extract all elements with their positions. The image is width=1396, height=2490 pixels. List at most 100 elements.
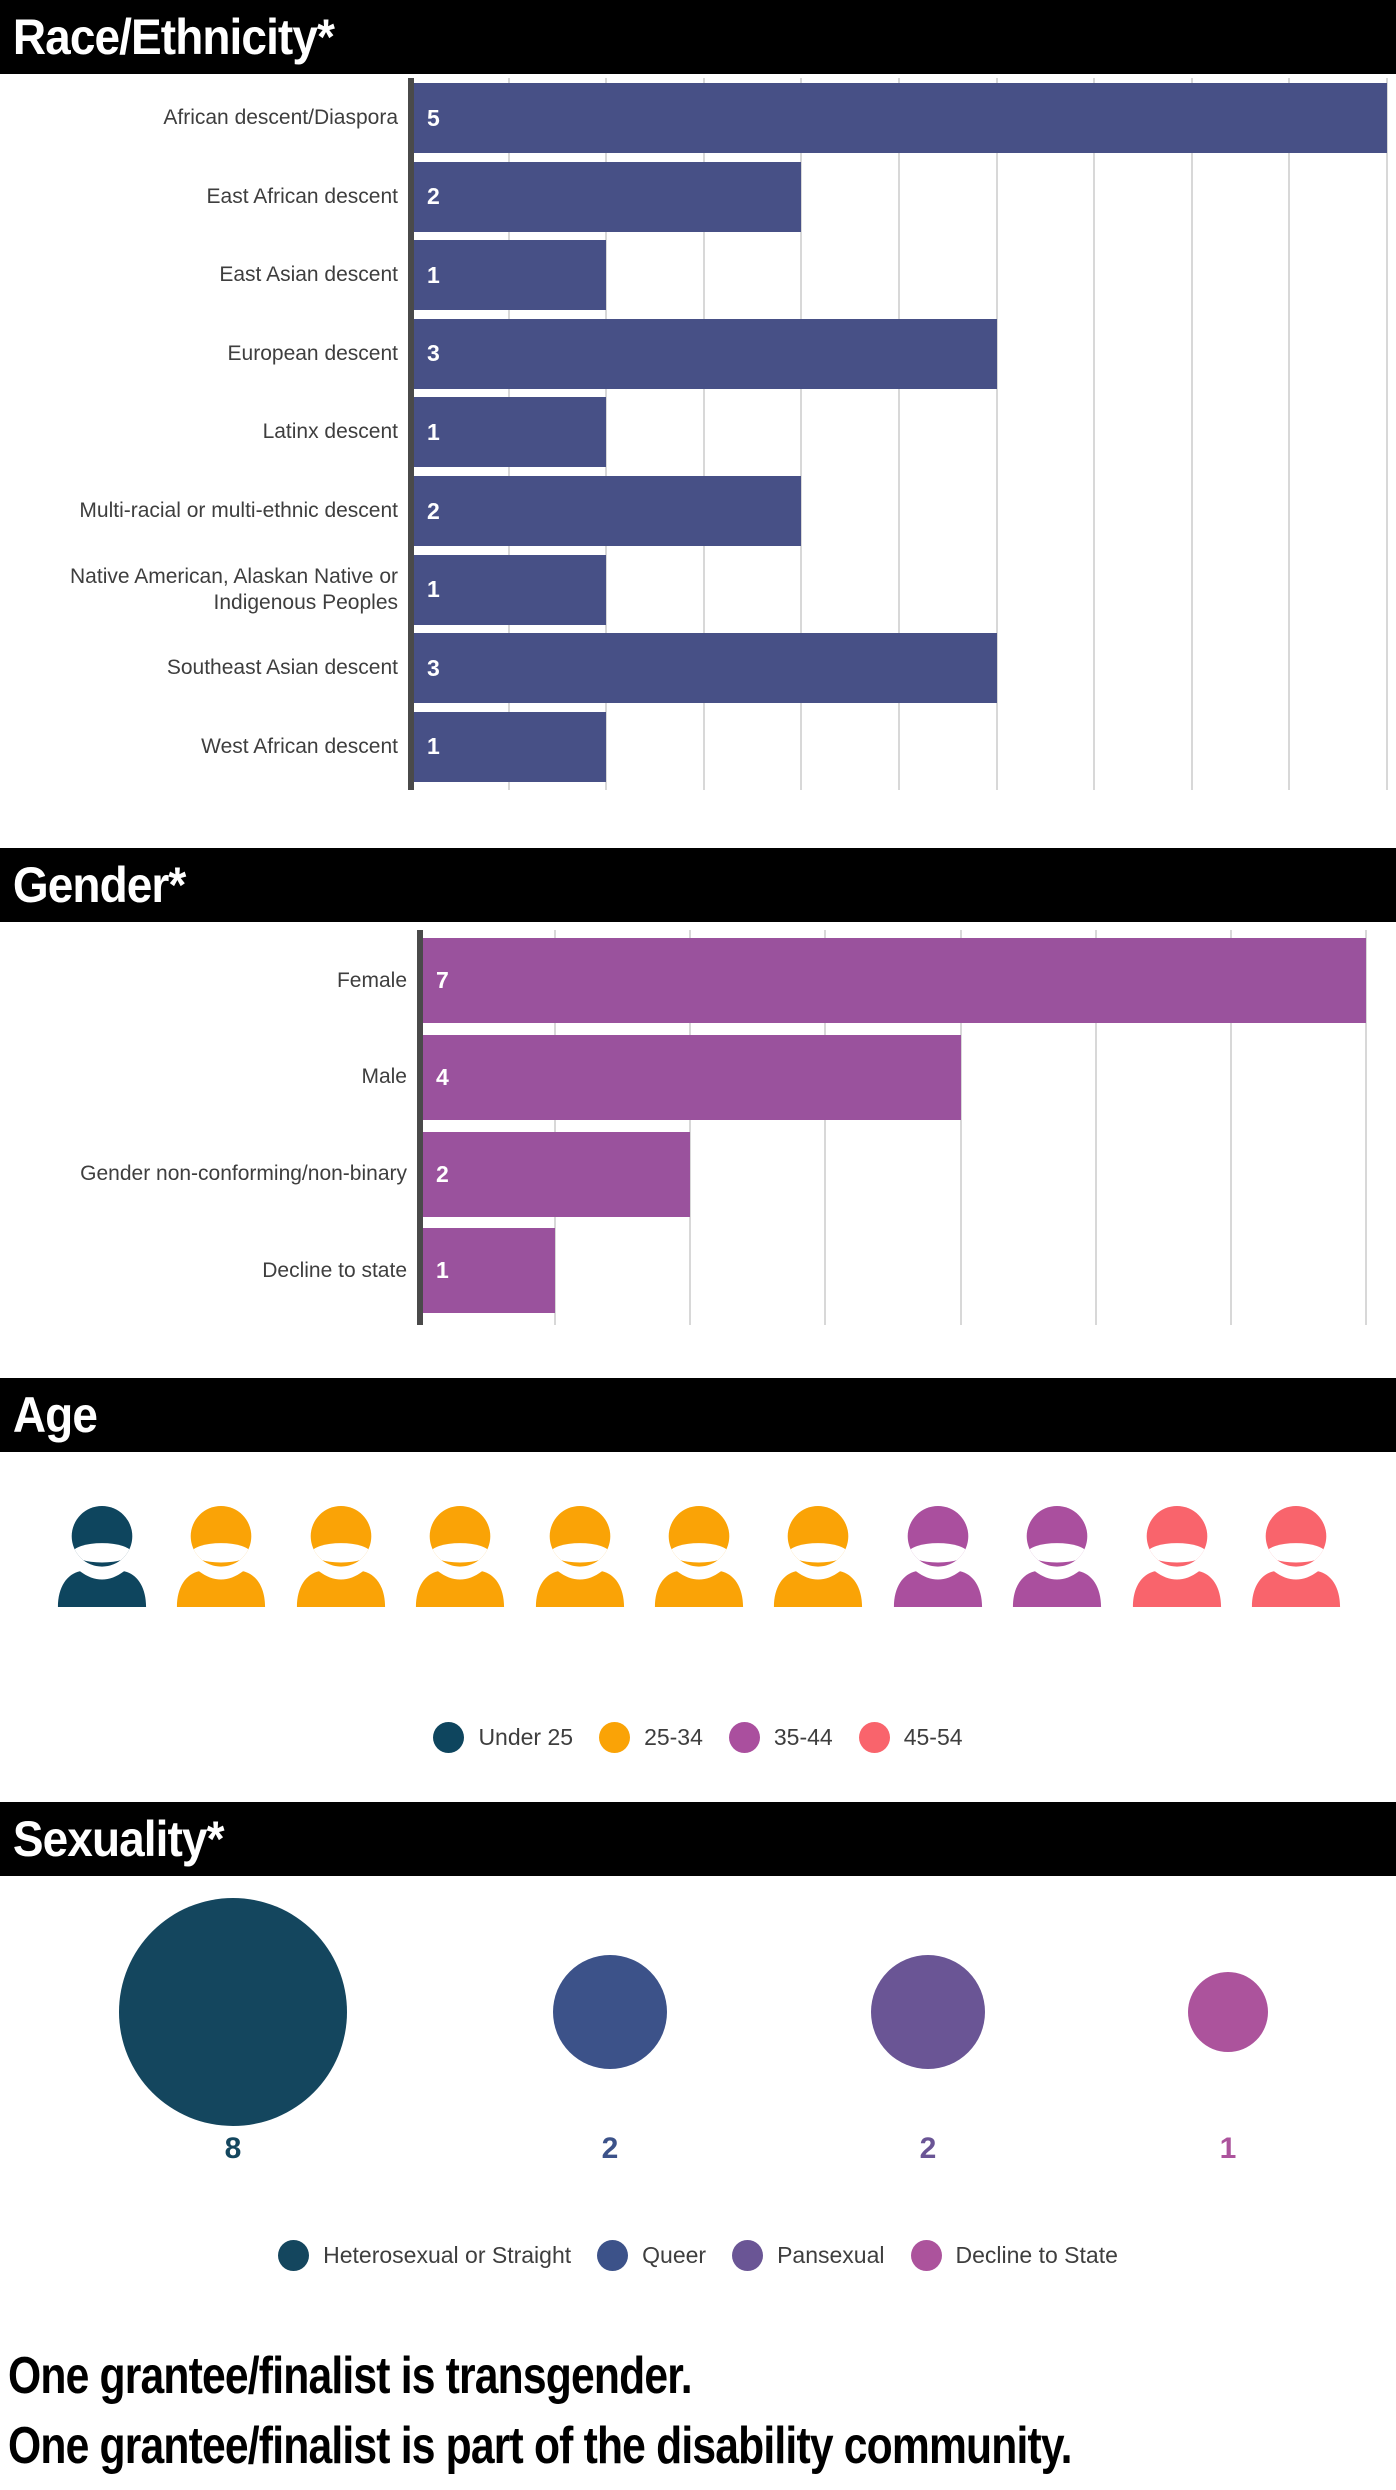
y-axis-line	[417, 930, 423, 1325]
person-icon	[654, 1506, 744, 1607]
legend-item: Decline to State	[910, 2239, 1118, 2271]
person-icon	[296, 1506, 385, 1607]
gridline	[1288, 78, 1291, 790]
gridline	[800, 78, 803, 790]
bar-value: 7	[436, 967, 449, 993]
note-disability: One grantee/finalist is part of the disa…	[8, 2417, 1073, 2475]
gridline	[1093, 78, 1096, 790]
gridline	[959, 930, 962, 1325]
person-icon	[177, 1506, 266, 1607]
bar: 1	[414, 397, 607, 468]
person-icon-35-44	[1011, 1506, 1103, 1607]
legend-item: 25-34	[599, 1721, 703, 1753]
bar-label: Multi-racial or multi-ethnic descent	[79, 499, 398, 522]
bar: 4	[423, 1034, 961, 1120]
gender-header: Gender*	[0, 848, 1396, 922]
note-transgender: One grantee/finalist is transgender.	[8, 2347, 693, 2405]
bar-value: 1	[427, 261, 440, 288]
person-icon-under-25	[56, 1506, 148, 1607]
bar-value: 1	[427, 418, 440, 445]
legend-dot-icon	[278, 2239, 310, 2271]
bar: 2	[414, 476, 802, 546]
bar-value: 1	[427, 576, 440, 603]
y-axis-line	[408, 78, 414, 790]
bar-label: Latinx descent	[262, 420, 398, 444]
legend-item: Under 25	[433, 1721, 573, 1753]
legend-label: Heterosexual or Straight	[323, 2241, 572, 2268]
gridline	[1365, 930, 1367, 1325]
bubble-value: 2	[601, 2132, 619, 2165]
bar-label: European descent	[227, 341, 398, 365]
person-icon	[416, 1506, 505, 1607]
bar-value: 3	[427, 654, 440, 681]
legend-label: Decline to State	[955, 2241, 1118, 2268]
person-icon	[1251, 1506, 1341, 1607]
bubble	[871, 1955, 985, 2069]
race-header: Race/Ethnicity*	[0, 0, 1396, 74]
person-icon-45-54	[1131, 1506, 1223, 1607]
bubble	[1187, 1971, 1269, 2053]
legend-dot-icon	[910, 2239, 942, 2271]
bubble-value: 1	[1219, 2132, 1237, 2165]
person-icon	[1132, 1506, 1221, 1607]
person-icon	[535, 1506, 624, 1607]
bar-label: East Asian descent	[219, 263, 398, 287]
legend-label: 35-44	[773, 1723, 833, 1750]
legend-item: Queer	[597, 2239, 707, 2271]
legend-label: Queer	[642, 2241, 707, 2268]
bar-label: Male	[361, 1065, 407, 1089]
age-legend: Under 25 25-34 35-44 45-54	[0, 1720, 1396, 1754]
legend-item: 45-54	[858, 1721, 963, 1753]
bar: 3	[414, 633, 997, 704]
bar-label: West African descent	[201, 734, 398, 758]
bar: 1	[414, 240, 607, 311]
person-icon-25-34	[175, 1506, 267, 1607]
legend-label: Pansexual	[777, 2241, 885, 2268]
person-icon-45-54	[1250, 1506, 1342, 1607]
bar: 1	[414, 554, 607, 625]
bubble-value: 2	[919, 2132, 937, 2165]
person-icon	[774, 1506, 863, 1607]
legend-label: 45-54	[903, 1723, 963, 1750]
gridline	[689, 930, 692, 1325]
person-icon-25-34	[653, 1506, 745, 1607]
gender-title: Gender*	[12, 857, 186, 913]
legend-item: Heterosexual or Straight	[278, 2239, 572, 2271]
bar-value: 1	[427, 733, 440, 760]
bar-value: 5	[427, 104, 440, 131]
bar: 1	[423, 1228, 556, 1314]
bar-value: 2	[436, 1160, 449, 1187]
bar-label: Gender non-conforming/non-binary	[80, 1162, 407, 1186]
person-icon	[893, 1506, 982, 1607]
bar-label: Southeast Asian descent	[166, 656, 398, 680]
gridline	[1386, 78, 1388, 790]
legend-dot-icon	[597, 2239, 629, 2271]
legend-label: 25-34	[644, 1723, 703, 1750]
sexuality-legend: Heterosexual or Straight Queer Pansexual De…	[0, 2238, 1396, 2272]
bar-value: 4	[436, 1063, 449, 1090]
legend-dot-icon	[433, 1721, 465, 1753]
bar-label: Female	[336, 968, 407, 992]
bar: 7	[423, 938, 1366, 1023]
gridline	[605, 78, 608, 790]
sexuality-title: Sexuality*	[12, 1811, 225, 1867]
bubble	[119, 1898, 347, 2126]
age-title: Age	[12, 1387, 98, 1443]
gridline	[1094, 930, 1097, 1325]
person-icon-35-44	[892, 1506, 984, 1607]
legend-dot-icon	[599, 1721, 631, 1753]
gridline	[898, 78, 900, 790]
person-icon-25-34	[295, 1506, 387, 1607]
bar-label: Native American, Alaskan Native or Indig…	[70, 564, 398, 614]
gridline	[1229, 930, 1232, 1325]
gridline	[1190, 78, 1193, 790]
bar: 2	[414, 161, 802, 232]
bar-label: East African descent	[206, 184, 398, 208]
race-title: Race/Ethnicity*	[12, 9, 335, 65]
bubble	[553, 1955, 667, 2069]
person-icon-25-34	[534, 1506, 626, 1607]
